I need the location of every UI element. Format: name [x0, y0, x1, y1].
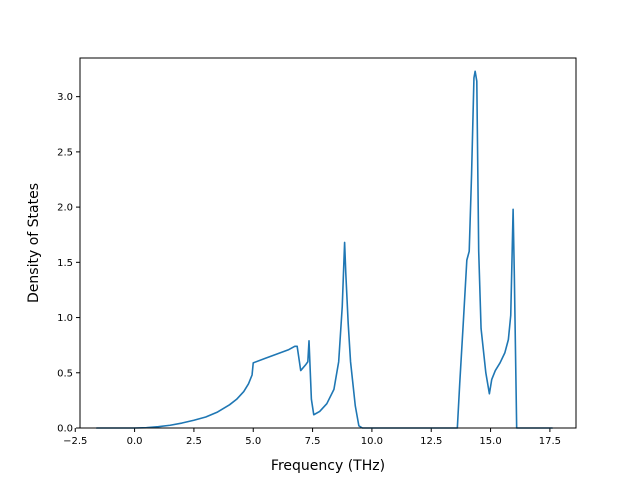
- x-tick-label: 7.5: [305, 436, 321, 447]
- x-tick-label: 12.5: [420, 436, 442, 447]
- x-tick-label: 10.0: [361, 436, 383, 447]
- y-axis-label: Density of States: [26, 183, 42, 303]
- dos-series-line: [95, 70, 554, 429]
- axis-ticks: −2.5 0.0 2.5 5.0 7.5 10.0 12.5 15.0 17.50.00.51.…: [57, 92, 561, 447]
- x-axis-label: Frequency (THz): [271, 458, 385, 474]
- y-tick-label: 1.5: [57, 258, 73, 269]
- y-tick-label: 3.0: [57, 92, 73, 103]
- y-tick-label: 1.0: [57, 313, 73, 324]
- y-tick-label: 2.0: [57, 203, 73, 214]
- plot-area-frame: [79, 57, 577, 429]
- x-tick-label: 0.0: [127, 436, 143, 447]
- y-tick-label: 0.5: [57, 368, 73, 379]
- y-tick-label: 2.5: [57, 147, 73, 158]
- x-tick-label: 2.5: [186, 436, 202, 447]
- x-tick-label: −2.5: [63, 436, 87, 447]
- x-tick-label: 17.5: [539, 436, 561, 447]
- y-tick-label: 0.0: [57, 424, 73, 435]
- x-tick-label: 15.0: [479, 436, 501, 447]
- x-tick-label: 5.0: [245, 436, 261, 447]
